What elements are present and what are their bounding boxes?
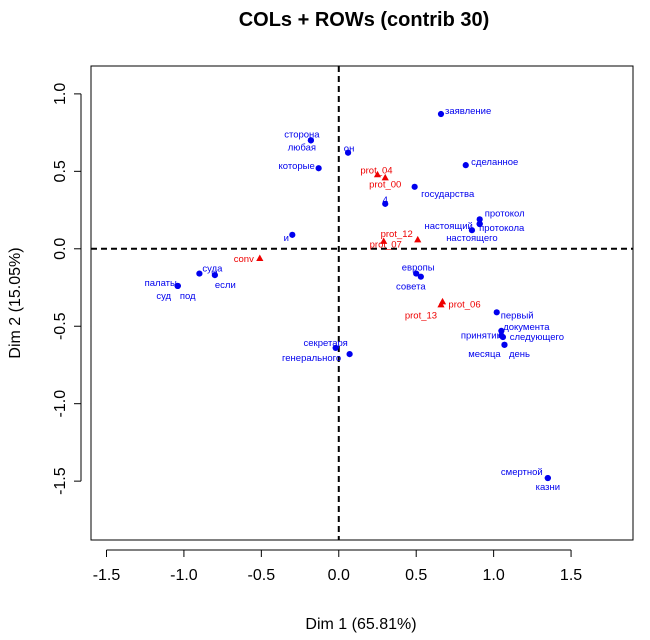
point-label: prot_04: [360, 165, 392, 176]
point-label: месяца: [468, 349, 501, 360]
data-point: [498, 327, 505, 334]
data-point: [174, 282, 181, 290]
data-point-triangle: [414, 235, 422, 243]
point-label: европы: [402, 263, 435, 274]
data-point: [499, 333, 507, 341]
data-point-triangle: [437, 300, 445, 308]
point-label: суд: [156, 291, 171, 302]
data-point-triangle: [381, 173, 389, 181]
data-point: [462, 162, 469, 169]
data-point: [493, 309, 500, 316]
data-point: [544, 474, 551, 482]
x-tick-label: 1.5: [560, 567, 582, 584]
point-label: первый: [501, 310, 534, 321]
data-point-triangle: [380, 237, 388, 244]
data-point: [307, 137, 314, 144]
data-point: [289, 231, 296, 238]
point-label: следующего: [510, 332, 564, 343]
x-axis: -1.5 -1.0 -0.5 0.0 0.5 1.0 1.5: [93, 549, 582, 584]
point-label: он: [344, 144, 355, 155]
x-tick-label: -0.5: [248, 567, 276, 584]
data-point: [413, 270, 420, 277]
point-label: 4: [383, 195, 388, 206]
point-label: prot_12: [381, 229, 413, 240]
x-tick-label: 0.5: [405, 567, 427, 584]
point-label: настоящий: [424, 221, 472, 232]
x-tick-label: 1.0: [483, 567, 505, 584]
y-tick-label: 1.0: [52, 83, 69, 105]
y-axis: -1.5 -1.0 -0.5 0.0 0.5 1.0: [52, 83, 82, 495]
point-label: день: [509, 349, 530, 360]
x-tick-label: -1.5: [93, 567, 121, 584]
data-point: [468, 227, 476, 234]
point-label: conv: [234, 254, 254, 265]
data-point: [346, 351, 353, 358]
point-label: под: [180, 291, 196, 302]
x-tick-label: 0.0: [328, 567, 350, 584]
data-point: [417, 273, 424, 280]
point-label: заявление: [445, 106, 491, 117]
data-point-triangle: [256, 254, 264, 261]
point-label: протокола: [479, 223, 525, 234]
point-label: смертной: [501, 467, 543, 478]
y-tick-label: -1.0: [52, 390, 69, 418]
data-point: [437, 110, 445, 118]
x-tick-label: -1.0: [170, 567, 198, 584]
data-point: [411, 183, 418, 190]
point-label: любая: [288, 142, 316, 153]
data-point: [476, 216, 483, 223]
point-label: prot_06: [448, 299, 480, 310]
data-points: [174, 110, 551, 482]
point-label: сделанное: [471, 157, 518, 168]
point-label: prot_00: [369, 180, 401, 191]
point-label: секретаря: [304, 338, 348, 349]
point-label: палаты: [145, 278, 177, 289]
y-tick-label: -1.5: [52, 467, 69, 495]
point-label: сторона: [284, 129, 320, 140]
reference-lines: [91, 66, 633, 540]
y-tick-label: 0.0: [52, 238, 69, 260]
data-point: [476, 220, 483, 228]
point-label: prot_13: [405, 311, 437, 322]
point-label: принятии: [461, 331, 502, 342]
point-label: prot_07: [370, 239, 402, 250]
point-label: и: [284, 233, 289, 244]
point-label: которые: [279, 161, 315, 172]
point-label: документа: [503, 322, 550, 333]
data-point: [332, 344, 339, 352]
point-label: генерального: [282, 353, 341, 364]
point-label: если: [215, 280, 236, 291]
x-axis-title: Dim 1 (65.81%): [305, 616, 416, 633]
data-point: [315, 165, 322, 172]
point-label: государства: [421, 189, 475, 200]
point-label: протокол: [485, 208, 525, 219]
data-point-triangle: [373, 170, 382, 178]
data-point: [501, 341, 508, 348]
y-tick-label: 0.5: [52, 160, 69, 182]
chart-title: COLs + ROWs (contrib 30): [239, 9, 490, 31]
point-label: настоящего: [446, 233, 498, 244]
data-point: [196, 270, 203, 277]
plot-frame: [90, 65, 634, 541]
y-axis-title: Dim 2 (15.05%): [7, 247, 24, 358]
point-label: казни: [536, 482, 560, 493]
y-tick-label: -0.5: [52, 312, 69, 340]
data-point: [382, 200, 389, 207]
data-point: [344, 149, 352, 156]
point-label: совета: [396, 282, 426, 293]
point-label: суда: [202, 264, 223, 275]
point-labels: заявление сторона любая он которые сделанное г…: [145, 106, 564, 493]
data-point: [211, 272, 218, 279]
